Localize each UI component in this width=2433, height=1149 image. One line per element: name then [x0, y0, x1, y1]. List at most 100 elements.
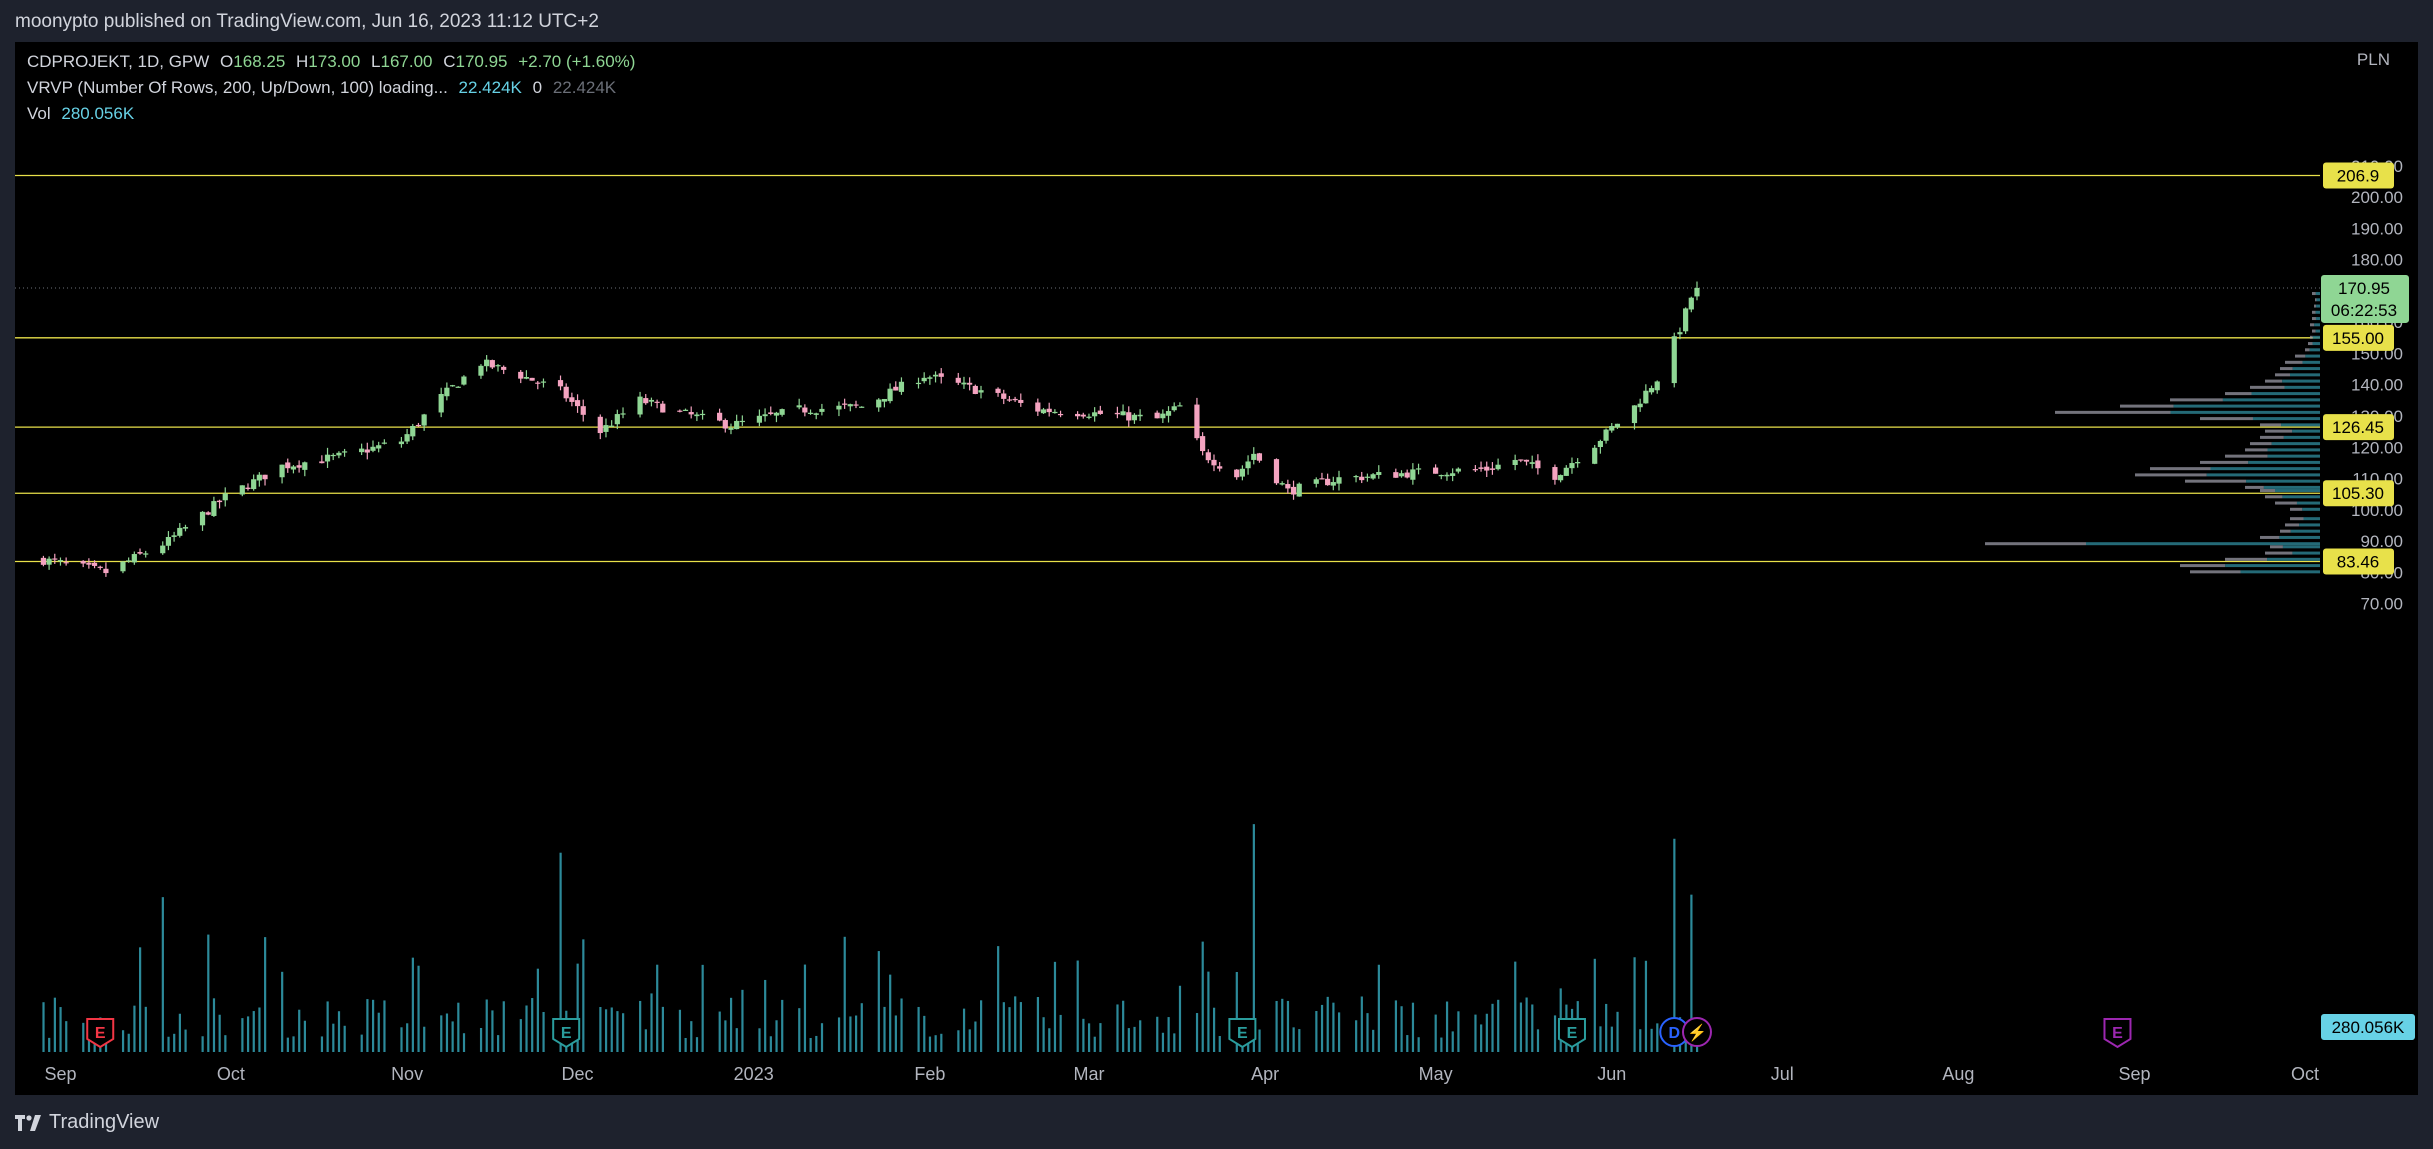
candle-body[interactable] — [898, 381, 905, 392]
candle-body[interactable] — [410, 425, 416, 437]
candle-body[interactable] — [97, 566, 103, 568]
candle-body[interactable] — [484, 359, 490, 367]
candle-body[interactable] — [796, 405, 802, 408]
candle-body[interactable] — [518, 371, 524, 379]
candle-body[interactable] — [199, 511, 206, 526]
candle-body[interactable] — [1575, 462, 1581, 464]
candle-body[interactable] — [921, 377, 927, 382]
candle-body[interactable] — [1092, 412, 1098, 417]
candle-body[interactable] — [967, 382, 973, 385]
candle-body[interactable] — [1353, 476, 1359, 478]
vol-label[interactable]: Vol — [27, 104, 51, 123]
candle-body[interactable] — [1285, 484, 1291, 489]
candle-body[interactable] — [461, 376, 467, 385]
candle-body[interactable] — [421, 414, 427, 426]
candle-body[interactable] — [734, 420, 740, 430]
candle-body[interactable] — [1080, 414, 1086, 417]
candle-body[interactable] — [1671, 336, 1677, 384]
candle-body[interactable] — [46, 558, 52, 565]
candle-body[interactable] — [569, 397, 575, 402]
candle-body[interactable] — [1154, 412, 1160, 419]
candle-body[interactable] — [847, 404, 853, 407]
chart-frame[interactable]: 70.0080.0090.00100.00110.00120.00130.001… — [15, 42, 2418, 1095]
candle-body[interactable] — [1683, 308, 1689, 332]
candle-body[interactable] — [717, 412, 723, 421]
candle-body[interactable] — [938, 373, 944, 377]
candle-body[interactable] — [972, 385, 978, 394]
tradingview-brand[interactable]: TradingView — [15, 1111, 159, 1134]
candle-body[interactable] — [91, 562, 98, 566]
candle-body[interactable] — [171, 535, 177, 537]
candle-body[interactable] — [381, 442, 387, 444]
candle-body[interactable] — [1126, 412, 1132, 421]
candle-body[interactable] — [444, 387, 450, 397]
candle-body[interactable] — [1603, 429, 1609, 441]
candle-body[interactable] — [302, 462, 308, 470]
candle-body[interactable] — [279, 464, 285, 478]
candle-body[interactable] — [915, 382, 922, 385]
candle-body[interactable] — [1177, 405, 1183, 407]
candle-body[interactable] — [819, 408, 825, 412]
candle-body[interactable] — [1637, 403, 1643, 408]
candle-body[interactable] — [1211, 459, 1217, 466]
earnings-marker-icon[interactable] — [1557, 1018, 1586, 1049]
candle-body[interactable] — [455, 386, 461, 388]
candle-body[interactable] — [927, 377, 933, 379]
candle-body[interactable] — [677, 410, 683, 412]
candle-body[interactable] — [603, 425, 609, 432]
candle-body[interactable] — [876, 399, 882, 408]
candle-body[interactable] — [1529, 462, 1535, 464]
candle-body[interactable] — [1643, 390, 1649, 404]
candle-body[interactable] — [1200, 436, 1206, 452]
candle-body[interactable] — [756, 415, 762, 423]
candle-body[interactable] — [1484, 466, 1490, 471]
candle-body[interactable] — [654, 401, 660, 403]
candle-body[interactable] — [1290, 486, 1297, 495]
candle-body[interactable] — [1239, 468, 1245, 477]
candle-body[interactable] — [1523, 459, 1530, 462]
candle-body[interactable] — [1450, 473, 1456, 476]
candle-body[interactable] — [1404, 472, 1410, 478]
candle-body[interactable] — [205, 512, 211, 515]
candle-body[interactable] — [597, 416, 603, 434]
candle-body[interactable] — [836, 405, 842, 410]
candle-body[interactable] — [779, 409, 785, 415]
candle-body[interactable] — [529, 377, 535, 381]
candle-body[interactable] — [1319, 478, 1325, 480]
candle-body[interactable] — [1075, 413, 1081, 417]
candle-body[interactable] — [1018, 399, 1024, 403]
candle-body[interactable] — [143, 553, 149, 555]
candle-body[interactable] — [177, 527, 183, 536]
candle-body[interactable] — [131, 554, 137, 563]
candle-body[interactable] — [1552, 467, 1558, 480]
candle-body[interactable] — [1120, 411, 1126, 416]
candle-body[interactable] — [376, 445, 382, 449]
candle-body[interactable] — [478, 365, 484, 376]
candle-body[interactable] — [1006, 399, 1013, 401]
candle-body[interactable] — [319, 461, 325, 464]
candle-body[interactable] — [1359, 476, 1365, 481]
candle-body[interactable] — [449, 385, 456, 387]
candle-body[interactable] — [802, 407, 808, 413]
candle-body[interactable] — [580, 406, 586, 415]
candle-body[interactable] — [881, 398, 888, 402]
candle-body[interactable] — [813, 413, 819, 415]
candle-body[interactable] — [535, 382, 541, 384]
candle-body[interactable] — [415, 424, 422, 427]
candle-body[interactable] — [165, 537, 172, 546]
candle-body[interactable] — [290, 466, 297, 470]
candle-body[interactable] — [1489, 468, 1496, 470]
candle-body[interactable] — [404, 434, 410, 442]
candle-body[interactable] — [251, 479, 257, 490]
candle-body[interactable] — [489, 360, 495, 368]
earnings-marker-icon[interactable] — [2103, 1018, 2132, 1049]
candle-body[interactable] — [1569, 463, 1575, 469]
candle-body[interactable] — [995, 388, 1001, 393]
candle-body[interactable] — [1251, 453, 1257, 460]
candle-body[interactable] — [773, 412, 780, 416]
candle-body[interactable] — [1245, 461, 1251, 469]
candle-body[interactable] — [648, 399, 655, 402]
candle-body[interactable] — [1597, 441, 1603, 448]
candle-body[interactable] — [1393, 472, 1399, 478]
candle-body[interactable] — [1438, 475, 1444, 477]
